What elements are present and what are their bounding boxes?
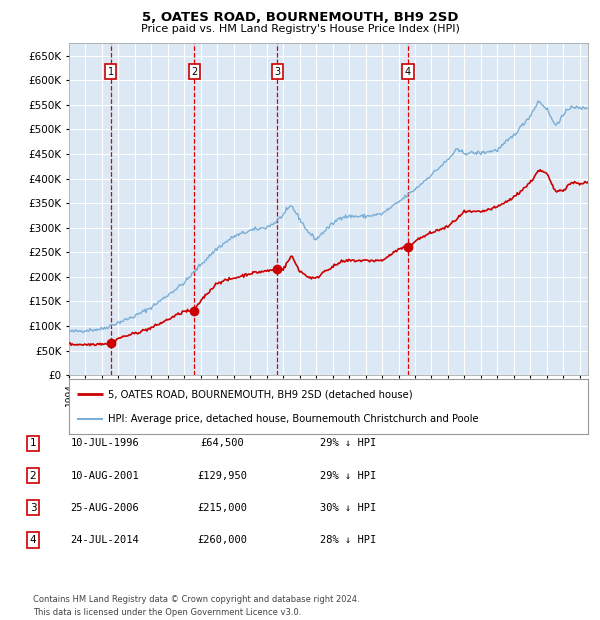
Text: Contains HM Land Registry data © Crown copyright and database right 2024.
This d: Contains HM Land Registry data © Crown c…: [33, 595, 359, 617]
Text: 3: 3: [29, 503, 37, 513]
Text: Price paid vs. HM Land Registry's House Price Index (HPI): Price paid vs. HM Land Registry's House …: [140, 24, 460, 33]
Text: 1: 1: [29, 438, 37, 448]
Text: £215,000: £215,000: [197, 503, 247, 513]
Text: HPI: Average price, detached house, Bournemouth Christchurch and Poole: HPI: Average price, detached house, Bour…: [108, 414, 479, 424]
Text: 5, OATES ROAD, BOURNEMOUTH, BH9 2SD: 5, OATES ROAD, BOURNEMOUTH, BH9 2SD: [142, 11, 458, 24]
Text: 5, OATES ROAD, BOURNEMOUTH, BH9 2SD (detached house): 5, OATES ROAD, BOURNEMOUTH, BH9 2SD (det…: [108, 389, 413, 399]
Text: 25-AUG-2006: 25-AUG-2006: [71, 503, 139, 513]
Text: 10-JUL-1996: 10-JUL-1996: [71, 438, 139, 448]
Text: 29% ↓ HPI: 29% ↓ HPI: [320, 438, 376, 448]
Text: 4: 4: [404, 66, 411, 77]
Text: 28% ↓ HPI: 28% ↓ HPI: [320, 535, 376, 545]
Text: £64,500: £64,500: [200, 438, 244, 448]
Text: 4: 4: [29, 535, 37, 545]
Text: 29% ↓ HPI: 29% ↓ HPI: [320, 471, 376, 480]
Text: 1: 1: [107, 66, 114, 77]
Text: 10-AUG-2001: 10-AUG-2001: [71, 471, 139, 480]
Text: 24-JUL-2014: 24-JUL-2014: [71, 535, 139, 545]
Text: 2: 2: [191, 66, 197, 77]
Text: £129,950: £129,950: [197, 471, 247, 480]
Text: £260,000: £260,000: [197, 535, 247, 545]
Text: 3: 3: [274, 66, 280, 77]
Text: 2: 2: [29, 471, 37, 480]
Text: 30% ↓ HPI: 30% ↓ HPI: [320, 503, 376, 513]
